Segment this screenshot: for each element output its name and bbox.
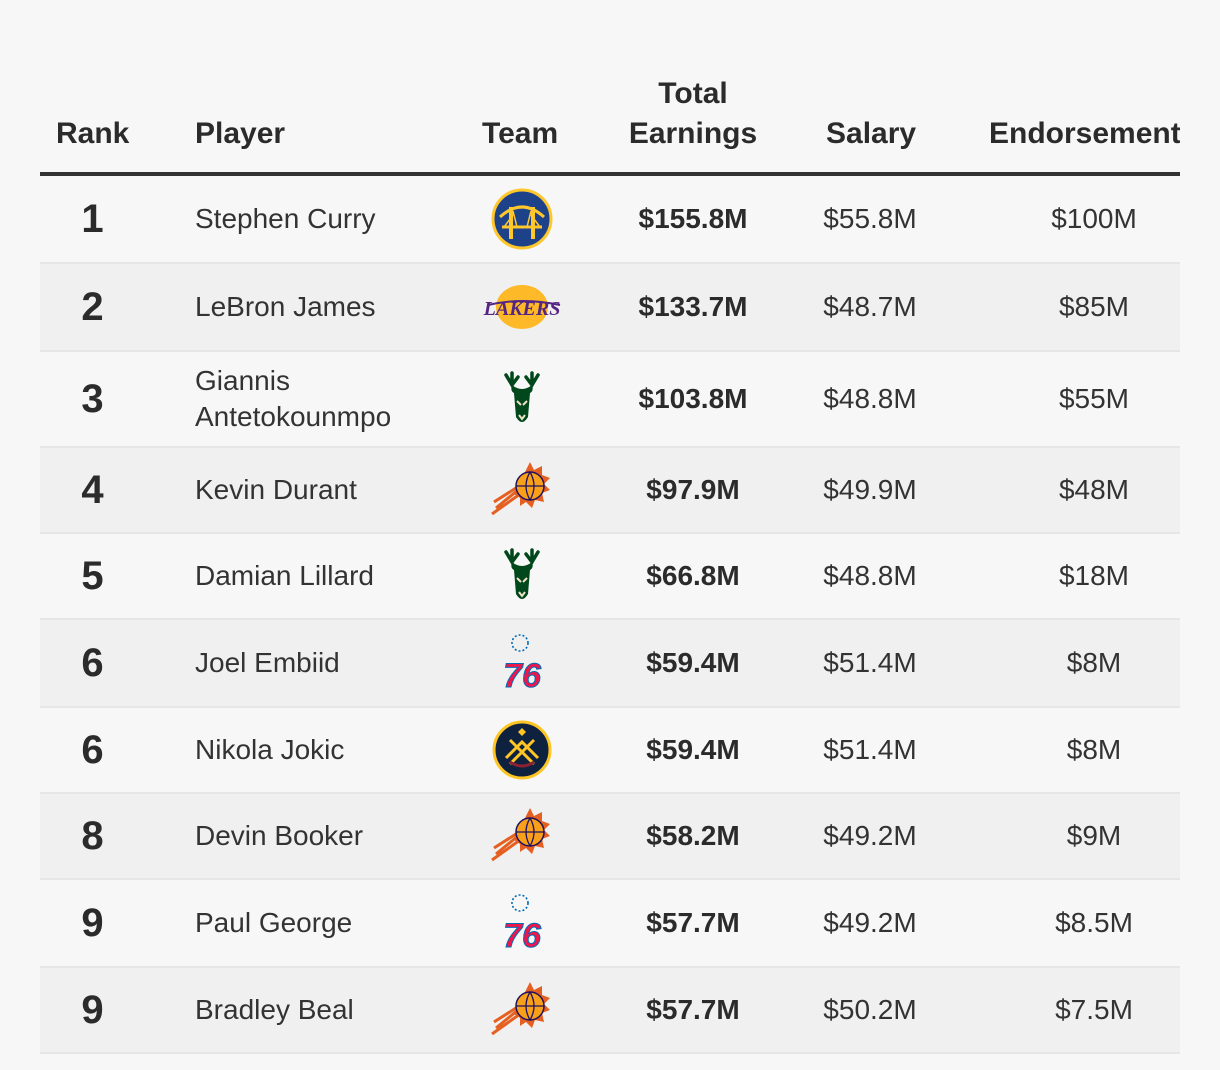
rank-cell: 9: [81, 900, 104, 945]
endorsements-cell: $8.5M: [1055, 907, 1133, 938]
rank-cell: 3: [81, 376, 104, 421]
total-earnings-cell: $57.7M: [646, 994, 740, 1025]
player-cell: Paul George: [195, 907, 353, 938]
table-row: 8 Devin Booker $58.2M $49.2M $9M: [40, 794, 1180, 880]
nuggets-logo-icon: [492, 720, 552, 780]
salary-cell: $48.7M: [823, 291, 917, 322]
header-salary[interactable]: Salary: [826, 117, 917, 150]
endorsements-cell: $7.5M: [1055, 994, 1133, 1025]
team-cell: [480, 448, 564, 532]
table-row: 6 Joel Embiid 76 $59.4M $51.4M $8M: [40, 620, 1180, 708]
warriors-logo-icon: [491, 188, 553, 250]
player-cell: Giannis Antetokounmpo: [195, 365, 392, 432]
player-cell: Damian Lillard: [195, 560, 374, 591]
suns-logo-icon: [491, 982, 550, 1036]
lakers-logo-icon: LAKERS: [483, 285, 561, 329]
table-body: 1 Stephen Curry $155.8M $55.8M $100M 2 LeBron…: [40, 176, 1180, 1054]
total-earnings-cell: $97.9M: [646, 474, 740, 505]
endorsements-cell: $8M: [1066, 647, 1122, 678]
suns-logo-icon: [491, 462, 550, 516]
team-cell: [480, 708, 564, 792]
header-total-line2: Earnings: [628, 117, 758, 150]
team-cell: LAKERS: [480, 264, 564, 350]
player-cell: Nikola Jokic: [195, 734, 345, 765]
salary-cell: $48.8M: [823, 383, 917, 414]
total-earnings-cell: $59.4M: [646, 734, 740, 765]
rank-cell: 6: [81, 727, 104, 772]
suns-logo-icon: [491, 808, 550, 862]
team-cell: [480, 534, 564, 618]
salary-cell: $55.8M: [823, 203, 917, 234]
header-total-earnings[interactable]: Total Earnings: [626, 74, 760, 154]
salary-cell: $49.2M: [823, 907, 917, 938]
endorsements-cell: $55M: [1058, 383, 1130, 414]
total-earnings-cell: $57.7M: [646, 907, 740, 938]
team-cell: [480, 968, 564, 1052]
endorsements-cell: $18M: [1058, 560, 1130, 591]
rank-cell: 2: [81, 284, 104, 329]
76ers-logo-text: 76: [503, 917, 542, 955]
endorsements-cell: $100M: [1051, 203, 1137, 234]
endorsements-cell: $48M: [1058, 474, 1130, 505]
rank-cell: 5: [81, 553, 104, 598]
total-earnings-cell: $66.8M: [646, 560, 740, 591]
lakers-logo-text: LAKERS: [483, 298, 561, 320]
header-team[interactable]: Team: [482, 117, 559, 150]
endorsements-cell: $85M: [1058, 291, 1130, 322]
total-earnings-cell: $155.8M: [638, 203, 748, 234]
header-player[interactable]: Player: [195, 117, 286, 150]
table-row: 6 Nikola Jokic $59.4M $51.4M $8M: [40, 708, 1180, 794]
table-row: 2 LeBron James LAKERS $133.7M $48.7M $85M: [40, 264, 1180, 352]
team-cell: [480, 794, 564, 878]
player-cell: Bradley Beal: [195, 994, 354, 1025]
table-row: 5 Damian Lillard $66.8M $48.8M $18M: [40, 534, 1180, 620]
player-cell: LeBron James: [195, 291, 376, 322]
endorsements-cell: $8M: [1066, 734, 1122, 765]
player-cell: Joel Embiid: [195, 647, 340, 678]
table-header: Rank Player Team Total Earnings Salary E…: [40, 0, 1180, 176]
salary-cell: $49.9M: [823, 474, 917, 505]
76ers-logo-icon: 76: [503, 894, 542, 955]
header-rank[interactable]: Rank: [56, 117, 130, 150]
salary-cell: $51.4M: [823, 647, 917, 678]
rank-cell: 8: [81, 813, 104, 858]
table-row: 9 Paul George 76 $57.7M $49.2M $8.5M: [40, 880, 1180, 968]
total-earnings-cell: $59.4M: [646, 647, 740, 678]
salary-cell: $48.8M: [823, 560, 917, 591]
header-total-line1: Total: [658, 77, 728, 110]
team-cell: 76: [480, 620, 564, 706]
rank-cell: 1: [81, 196, 104, 241]
rank-cell: 9: [81, 987, 104, 1032]
salary-cell: $50.2M: [823, 994, 917, 1025]
76ers-logo-icon: 76: [503, 634, 542, 695]
team-cell: [480, 176, 564, 262]
header-endorsements[interactable]: Endorsement: [989, 117, 1180, 150]
player-cell: Stephen Curry: [195, 203, 376, 234]
team-cell: 76: [480, 880, 564, 966]
player-cell: Kevin Durant: [195, 474, 357, 505]
bucks-logo-icon: [504, 371, 540, 422]
total-earnings-cell: $58.2M: [646, 820, 740, 851]
salary-cell: $51.4M: [823, 734, 917, 765]
76ers-logo-text: 76: [503, 657, 542, 695]
rank-cell: 6: [81, 640, 104, 685]
endorsements-cell: $9M: [1066, 820, 1122, 851]
table-row: 9 Bradley Beal $57.7M $50.2M $7.5M: [40, 968, 1180, 1054]
table-row: 3 Giannis Antetokounmpo $103.8M $48.8M $55M: [40, 352, 1180, 448]
rank-cell: 4: [81, 467, 104, 512]
bucks-logo-icon: [504, 548, 540, 599]
total-earnings-cell: $133.7M: [638, 291, 748, 322]
earnings-table: Rank Player Team Total Earnings Salary E…: [40, 0, 1180, 1054]
player-cell: Devin Booker: [195, 820, 364, 851]
table-row: 4 Kevin Durant $97.9M $49.9M $48M: [40, 448, 1180, 534]
table-row: 1 Stephen Curry $155.8M $55.8M $100M: [40, 176, 1180, 264]
total-earnings-cell: $103.8M: [638, 383, 748, 414]
team-cell: [480, 352, 564, 446]
salary-cell: $49.2M: [823, 820, 917, 851]
